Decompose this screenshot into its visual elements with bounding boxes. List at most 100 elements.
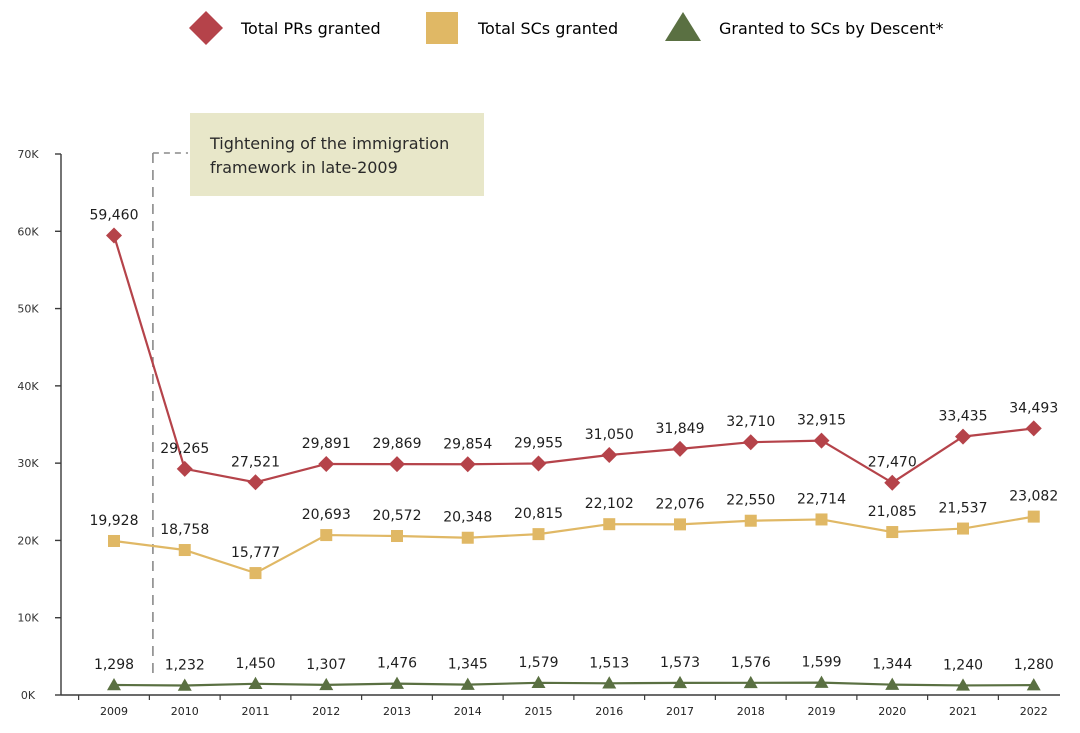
y-tick-label: 40K <box>17 380 39 393</box>
data-label: 22,550 <box>726 493 775 509</box>
legend-label: Total PRs granted <box>240 19 381 38</box>
legend-square-icon <box>426 12 458 44</box>
diamond-marker <box>742 434 759 451</box>
data-label: 21,085 <box>868 504 917 520</box>
diamond-marker <box>389 456 405 473</box>
data-label: 32,915 <box>797 413 846 429</box>
data-label: 22,102 <box>585 496 634 512</box>
data-label: 59,460 <box>90 207 139 223</box>
data-label: 27,470 <box>868 455 917 471</box>
legend-label: Granted to SCs by Descent* <box>719 19 943 38</box>
triangle-marker <box>885 677 900 690</box>
x-tick-label: 2016 <box>595 705 623 718</box>
data-label: 1,579 <box>518 655 558 671</box>
data-label: 1,513 <box>589 655 629 671</box>
y-tick-label: 50K <box>17 303 39 316</box>
axes: 0K 10K 20K 30K 40K 50K 60K 70K 2009 2010 2011 2012 2… <box>17 148 1060 718</box>
x-tick-label: 2018 <box>737 705 765 718</box>
data-label: 29,955 <box>514 435 563 451</box>
square-marker <box>461 531 474 544</box>
square-marker <box>744 514 757 527</box>
data-label: 1,573 <box>660 655 700 671</box>
x-tick-label: 2010 <box>171 705 199 718</box>
data-label: 20,693 <box>302 507 351 523</box>
square-marker <box>1027 510 1040 523</box>
y-tick-label: 60K <box>17 225 39 238</box>
square-marker <box>108 534 120 547</box>
triangle-marker <box>248 676 263 690</box>
square-marker <box>957 522 969 535</box>
y-tick-label: 10K <box>17 612 39 625</box>
data-label: 27,521 <box>231 454 280 470</box>
x-tick-label: 2013 <box>383 705 411 718</box>
x-tick-label: 2020 <box>878 705 906 718</box>
x-tick-label: 2014 <box>454 705 482 718</box>
square-marker <box>391 530 403 543</box>
data-label: 21,537 <box>939 501 988 517</box>
diamond-marker <box>955 428 971 445</box>
data-label: 20,815 <box>514 506 563 522</box>
square-marker <box>815 513 828 526</box>
triangle-marker <box>814 675 829 688</box>
data-label: 29,265 <box>160 441 209 457</box>
data-label: 18,758 <box>160 522 209 538</box>
diamond-marker <box>601 447 618 464</box>
diamond-marker <box>247 474 264 491</box>
data-label: 1,450 <box>235 656 275 672</box>
data-label: 1,232 <box>165 657 205 673</box>
diamond-marker <box>530 455 547 472</box>
data-label: 34,493 <box>1009 400 1058 416</box>
x-tick-label: 2011 <box>242 705 270 718</box>
annotation-text: Tightening of the immigration <box>209 134 449 153</box>
annotation-box <box>190 113 484 196</box>
diamond-marker <box>318 455 335 472</box>
data-label: 15,777 <box>231 545 280 561</box>
series-1 <box>108 510 1040 580</box>
data-label: 19,928 <box>90 513 139 529</box>
triangle-marker <box>107 677 121 691</box>
series-0 <box>106 227 1042 491</box>
data-label: 29,869 <box>373 436 422 452</box>
data-label: 29,891 <box>302 436 351 452</box>
x-tick-label: 2015 <box>525 705 553 718</box>
data-label: 1,280 <box>1014 657 1054 673</box>
diamond-marker <box>459 456 476 473</box>
triangle-marker <box>956 678 970 691</box>
data-labels: 59,460 29,265 27,521 29,891 29,869 29,854 29,9… <box>90 207 1059 673</box>
legend-triangle-icon <box>665 12 701 41</box>
square-marker <box>603 518 616 531</box>
diamond-marker <box>672 440 688 457</box>
series-line <box>112 235 1034 484</box>
triangle-marker <box>743 675 758 689</box>
data-label: 1,476 <box>377 656 417 672</box>
x-tick-label: 2021 <box>949 705 977 718</box>
triangle-marker <box>531 675 546 689</box>
data-label: 1,344 <box>872 657 912 673</box>
data-label: 1,240 <box>943 657 983 673</box>
triangle-marker <box>460 677 475 690</box>
data-label: 1,298 <box>94 657 134 673</box>
series-line <box>113 515 1034 575</box>
x-tick-label: 2019 <box>808 705 836 718</box>
triangle-marker <box>673 675 687 689</box>
square-marker <box>320 529 333 542</box>
series-group <box>106 227 1042 691</box>
data-label: 20,348 <box>443 510 492 526</box>
legend-diamond-icon <box>189 11 223 45</box>
diamond-marker <box>1025 420 1042 437</box>
square-marker <box>532 528 545 541</box>
x-tick-label: 2009 <box>100 705 128 718</box>
data-label: 1,345 <box>448 657 488 673</box>
x-tick-label: 2017 <box>666 705 694 718</box>
y-tick-label: 20K <box>17 534 39 547</box>
x-tick-label: 2022 <box>1020 705 1048 718</box>
data-label: 31,849 <box>656 421 705 437</box>
data-label: 22,076 <box>656 496 705 512</box>
series-line <box>113 681 1034 687</box>
triangle-marker <box>319 677 334 691</box>
triangle-marker <box>602 676 617 689</box>
y-tick-label: 0K <box>21 689 36 702</box>
square-marker <box>249 567 262 580</box>
legend: Total PRs granted Total SCs granted Grante… <box>189 11 943 45</box>
data-label: 31,050 <box>585 427 634 443</box>
